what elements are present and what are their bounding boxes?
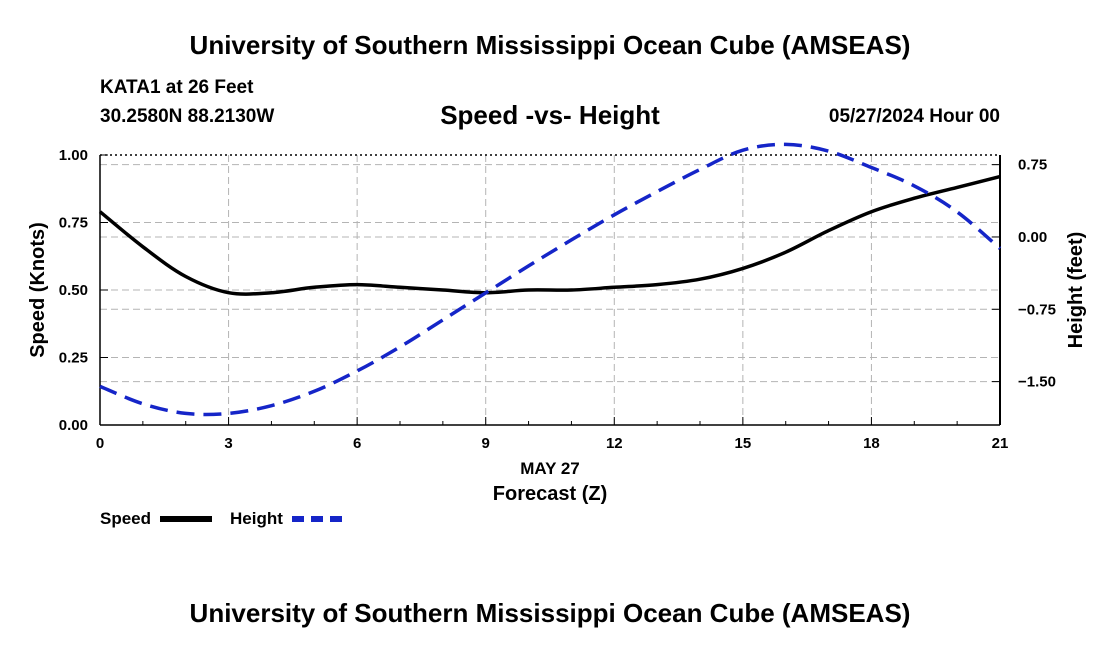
legend-height-label: Height bbox=[230, 509, 283, 528]
height-series-line bbox=[99, 142, 1002, 417]
x-tick-label: 12 bbox=[606, 435, 623, 452]
x-tick-label: 0 bbox=[96, 435, 104, 452]
speed-series-line bbox=[98, 174, 1001, 296]
y2-axis-label: Height (feet) bbox=[1065, 232, 1087, 349]
page-title: University of Southern Mississippi Ocean… bbox=[189, 30, 911, 60]
x-axis-label: Forecast (Z) bbox=[493, 483, 607, 505]
y2-tick-label: −1.50 bbox=[1018, 374, 1056, 391]
x-axis-date-label: MAY 27 bbox=[520, 459, 580, 478]
y-tick-label: 0.25 bbox=[59, 350, 88, 367]
legend-height-swatch bbox=[292, 516, 342, 522]
chart-subtitle: Speed -vs- Height bbox=[440, 100, 660, 130]
x-tick-label: 3 bbox=[224, 435, 232, 452]
forecast-date: 05/27/2024 Hour 00 bbox=[828, 106, 1000, 127]
y2-tick-label: −0.75 bbox=[1018, 301, 1056, 318]
footer-title: University of Southern Mississippi Ocean… bbox=[189, 598, 911, 628]
legend-speed-swatch bbox=[160, 516, 212, 522]
x-tick-label: 15 bbox=[735, 435, 752, 452]
x-tick-label: 9 bbox=[482, 435, 490, 452]
station-coordinates: 30.2580N 88.2130W bbox=[100, 106, 275, 127]
x-tick-label: 6 bbox=[353, 435, 361, 452]
x-tick-label: 21 bbox=[992, 435, 1009, 452]
y-tick-label: 0.00 bbox=[59, 417, 88, 434]
y-tick-label: 0.75 bbox=[59, 215, 88, 232]
y-tick-label: 0.50 bbox=[59, 282, 88, 299]
legend-speed-label: Speed bbox=[100, 509, 152, 528]
y2-tick-label: 0.75 bbox=[1018, 157, 1047, 174]
station-label: KATA1 at 26 Feet bbox=[100, 77, 254, 98]
y-tick-label: 1.00 bbox=[59, 147, 88, 164]
y-axis-label: Speed (Knots) bbox=[27, 222, 49, 358]
x-tick-label: 18 bbox=[863, 435, 880, 452]
y2-tick-label: 0.00 bbox=[1018, 229, 1047, 246]
